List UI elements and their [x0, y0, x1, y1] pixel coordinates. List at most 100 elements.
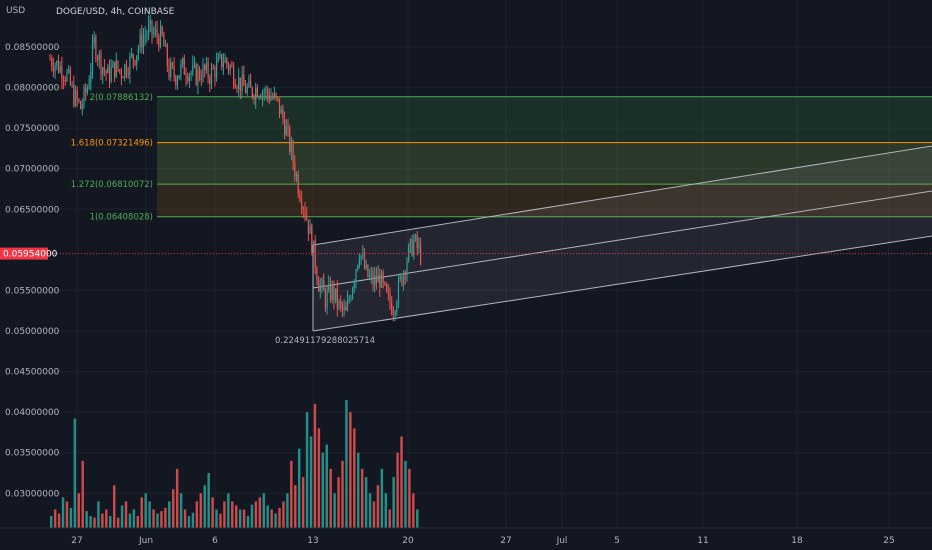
volume-bar	[179, 493, 183, 528]
candle-body	[382, 272, 384, 282]
candle-body	[338, 300, 340, 307]
candle-body	[340, 300, 342, 305]
candle-body	[51, 59, 53, 67]
candle-body	[306, 215, 308, 220]
volume-bar	[116, 517, 120, 528]
volume-bar	[183, 509, 187, 528]
candle-body	[127, 74, 129, 76]
channel-lower-line[interactable]	[312, 235, 932, 332]
candle-body	[233, 66, 235, 85]
candle-body	[267, 88, 269, 95]
volume-bar	[53, 509, 57, 528]
volume-bar	[168, 501, 171, 528]
candle-body	[397, 279, 400, 304]
candle-body	[154, 29, 156, 33]
candle-body	[258, 96, 260, 98]
candle-body	[114, 61, 116, 77]
volume-bar	[89, 516, 92, 528]
candle-body	[248, 80, 250, 87]
volume-bar	[333, 493, 336, 528]
volume-bar	[353, 428, 356, 528]
volume-bar	[73, 418, 77, 528]
symbol-title: DOGE/USD, 4h, COINBASE	[56, 7, 175, 17]
candle-body	[295, 174, 298, 177]
channel-annotation: 0.22491179288025714	[275, 336, 375, 346]
candle-body	[78, 99, 80, 102]
candle-body	[125, 64, 128, 75]
candle-body	[357, 265, 359, 270]
volume-bar	[227, 493, 230, 528]
candle-body	[161, 26, 163, 35]
candle-body	[331, 283, 333, 300]
volume-bar	[175, 468, 179, 528]
candle-body	[278, 97, 281, 114]
regression-channel[interactable]	[312, 145, 932, 332]
candle-body	[108, 66, 111, 82]
volume-bar	[396, 452, 399, 528]
candle-body	[328, 283, 330, 291]
price-candles	[49, 14, 422, 322]
candle-body	[54, 65, 56, 72]
candle-body	[241, 74, 243, 92]
price-tick-label: 0.07500000	[5, 124, 60, 134]
candle-body	[187, 77, 189, 82]
candle-body	[207, 62, 209, 79]
candle-body	[214, 68, 216, 78]
candle-body	[76, 90, 78, 100]
volume-bar	[262, 493, 265, 528]
volume-bar	[187, 516, 191, 528]
candle-body	[250, 80, 252, 88]
volume-bar	[301, 477, 305, 528]
volume-bar	[144, 493, 147, 528]
candle-body	[210, 67, 213, 84]
candle-body	[299, 194, 301, 201]
candle-body	[144, 35, 146, 37]
candle-body	[229, 65, 231, 70]
price-tick-label: 0.03000000	[5, 489, 60, 499]
candle-body	[341, 304, 343, 310]
candle-body	[392, 313, 394, 315]
candle-body	[180, 63, 182, 76]
candle-body	[231, 65, 233, 67]
candle-body	[91, 43, 94, 71]
volume-bar	[349, 412, 352, 528]
candle-body	[156, 29, 158, 38]
candle-body	[396, 303, 398, 312]
candle-body	[122, 77, 124, 79]
candle-body	[401, 276, 403, 285]
candle-body	[324, 290, 326, 307]
volume-bar	[364, 477, 368, 528]
candle-body	[217, 56, 219, 62]
channel-mid-line[interactable]	[312, 190, 932, 289]
channel-upper-line[interactable]	[312, 145, 932, 246]
candle-body	[119, 69, 121, 71]
candle-body	[146, 34, 148, 36]
candle-body	[212, 67, 214, 69]
candle-body	[346, 300, 349, 311]
channel-fill	[313, 146, 932, 331]
price-axis-panel[interactable]	[0, 0, 48, 528]
volume-bar	[309, 436, 313, 528]
candle-body	[399, 276, 401, 280]
volume-bar	[254, 501, 258, 528]
fib-extension-zones[interactable]: 2(0.07886132) 1.618(0.07321496) 1.272(0.06…	[71, 93, 932, 223]
candle-body	[414, 235, 417, 240]
candle-body	[411, 239, 413, 256]
time-tick-label: Jul	[556, 536, 568, 546]
candle-body	[312, 240, 315, 253]
volume-bar	[388, 509, 391, 528]
volume-bar	[156, 513, 159, 528]
volume-bar	[223, 501, 226, 528]
price-tick-label: 0.05500000	[5, 286, 60, 296]
candle-body	[131, 54, 133, 56]
candle-body	[59, 65, 61, 72]
candle-body	[185, 74, 187, 78]
volume-bar	[372, 501, 376, 528]
candle-body	[202, 64, 204, 81]
last-price-tag: 0.05954000	[0, 247, 58, 260]
candle-body	[115, 60, 117, 77]
volume-bar	[270, 509, 273, 528]
candle-body	[263, 92, 265, 94]
candle-body	[95, 37, 97, 59]
